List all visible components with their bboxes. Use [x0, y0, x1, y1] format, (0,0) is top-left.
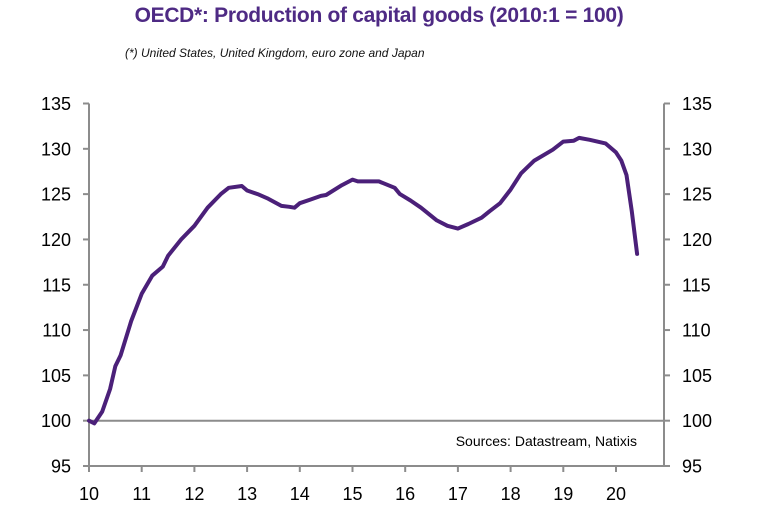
chart-title: OECD*: Production of capital goods (2010… [134, 4, 624, 27]
x-tick-label: 12 [184, 484, 204, 504]
y-tick-label-left: 120 [41, 230, 71, 250]
y-tick-label-right: 115 [682, 275, 711, 295]
y-tick-label-left: 95 [51, 457, 71, 477]
y-tick-label-left: 115 [42, 275, 71, 295]
chart-subtitle: (*) United States, United Kingdom, euro … [125, 46, 425, 60]
y-axis-left-labels: 95 100 105 110 115 120 125 130 135 [41, 94, 71, 477]
series-line [87, 135, 640, 426]
x-tick-label: 17 [448, 484, 468, 504]
y-tick-label-right: 120 [682, 230, 712, 250]
x-tick-label: 18 [501, 484, 521, 504]
y-tick-label-right: 130 [682, 139, 712, 159]
axes [83, 102, 670, 472]
x-tick-label: 20 [606, 484, 626, 504]
y-tick-label-left: 100 [41, 411, 71, 431]
x-tick-label: 15 [342, 484, 362, 504]
x-tick-label: 13 [237, 484, 257, 504]
y-tick-label-left: 125 [41, 185, 71, 205]
y-tick-label-left: 135 [41, 94, 71, 114]
y-tick-label-right: 105 [682, 366, 712, 386]
y-tick-label-left: 110 [42, 321, 71, 341]
x-tick-label: 10 [79, 484, 99, 504]
y-tick-label-left: 130 [41, 139, 71, 159]
source-note: Sources: Datastream, Natixis [456, 433, 637, 449]
x-tick-label: 16 [395, 484, 415, 504]
y-tick-label-right: 95 [682, 457, 702, 477]
y-tick-label-right: 125 [682, 185, 712, 205]
x-tick-label: 14 [290, 484, 310, 504]
y-tick-label-left: 105 [41, 366, 71, 386]
y-tick-label-right: 110 [682, 321, 711, 341]
y-tick-label-right: 135 [682, 94, 712, 114]
y-axis-right-labels: 95 100 105 110 115 120 125 130 135 [682, 94, 712, 477]
x-tick-label: 19 [553, 484, 573, 504]
x-axis-labels: 10 11 12 13 14 15 16 17 18 19 20 [79, 484, 626, 504]
y-tick-label-right: 100 [682, 411, 712, 431]
x-tick-label: 11 [132, 484, 151, 504]
